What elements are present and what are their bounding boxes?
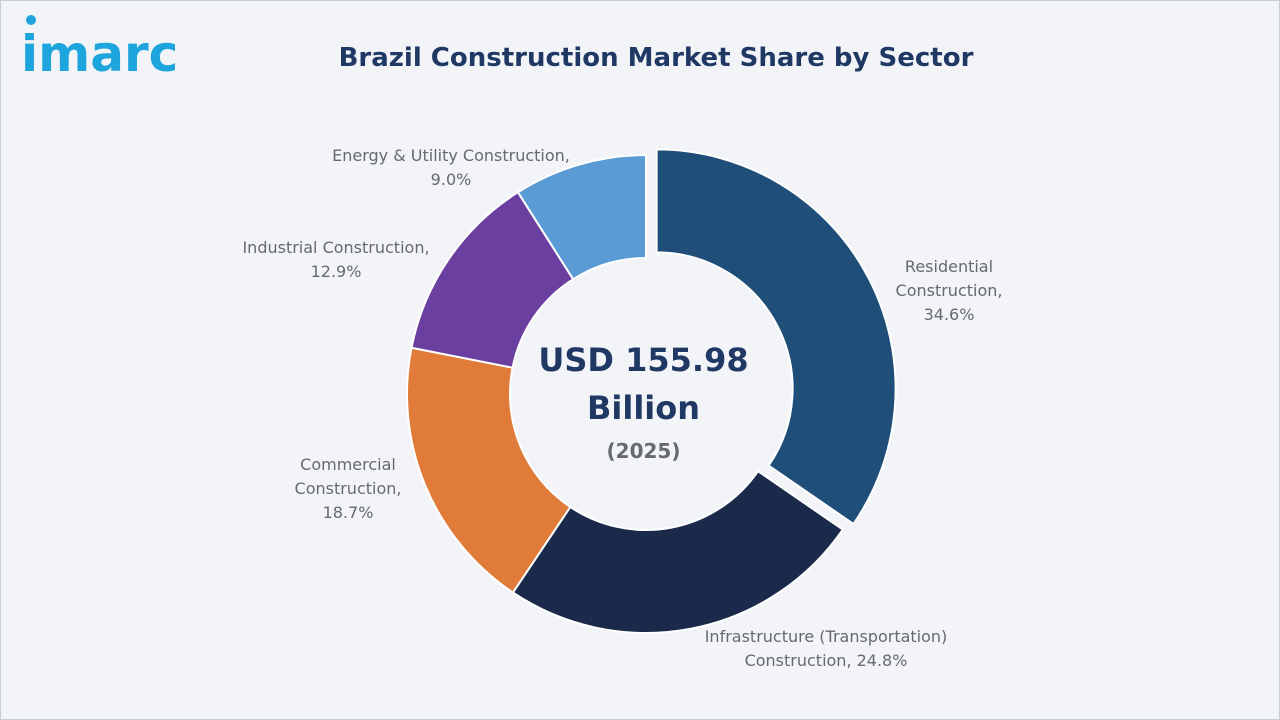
slice-label-line: Construction, 24.8% — [744, 651, 908, 670]
logo-dot — [26, 15, 36, 25]
chart-title: Brazil Construction Market Share by Sect… — [338, 43, 974, 73]
slice-label-5: Energy & Utility Construction, 9.0% — [316, 144, 586, 192]
center-unit: Billion — [586, 389, 701, 427]
donut-hole — [511, 259, 781, 529]
slice-label-line: Energy & Utility Construction, — [332, 146, 570, 165]
slice-label-line: Commercial — [300, 455, 396, 474]
donut-slice-5 — [516, 153, 647, 281]
center-year: (2025) — [606, 439, 681, 463]
slice-label-line: Construction, — [895, 281, 1003, 300]
donut-slice-3 — [406, 346, 572, 594]
slice-label-1: Residential Construction, 34.6% — [859, 255, 1039, 327]
slice-label-3: Commercial Construction, 18.7% — [263, 453, 433, 525]
slice-label-line: 12.9% — [310, 262, 362, 281]
slice-label-2: Infrastructure (Transportation) Construct… — [681, 625, 971, 673]
slice-label-line: 18.7% — [322, 503, 374, 522]
slice-label-line: 34.6% — [923, 305, 975, 324]
imarc-logo: imarc — [21, 25, 179, 83]
donut-slice-2 — [511, 469, 845, 634]
donut-slice-1 — [655, 148, 897, 526]
slice-label-4: Industrial Construction, 12.9% — [231, 236, 441, 284]
slice-label-line: Infrastructure (Transportation) — [704, 627, 948, 646]
slice-label-line: Industrial Construction, — [242, 238, 430, 257]
center-value: USD 155.98 — [538, 341, 749, 379]
slice-label-line: 9.0% — [430, 170, 472, 189]
slice-label-line: Construction, — [294, 479, 402, 498]
slice-label-line: Residential — [904, 257, 994, 276]
